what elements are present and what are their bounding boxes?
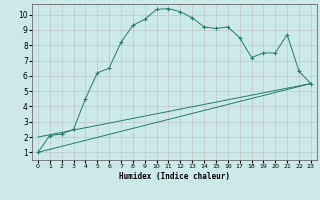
X-axis label: Humidex (Indice chaleur): Humidex (Indice chaleur) (119, 172, 230, 181)
